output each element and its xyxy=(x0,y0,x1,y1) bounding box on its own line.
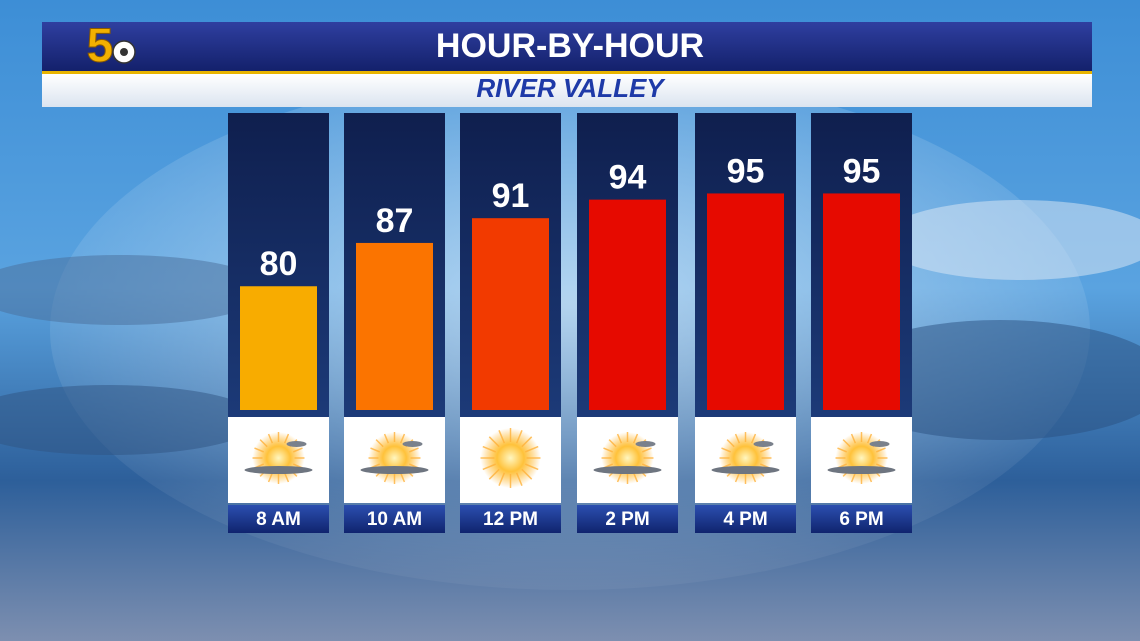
time-label-band xyxy=(228,505,329,533)
sun-ray xyxy=(750,472,757,483)
sun-ray xyxy=(734,472,741,483)
cloud-icon xyxy=(402,441,423,447)
sun-ray xyxy=(399,472,406,483)
bar xyxy=(707,193,784,410)
x-tick-label: 2 PM xyxy=(605,509,649,530)
logo: 5 xyxy=(87,20,114,73)
chart-title: HOUR-BY-HOUR xyxy=(436,27,704,65)
sun-ray xyxy=(408,447,419,453)
sun-ray xyxy=(616,433,623,444)
sun-ray xyxy=(498,472,506,487)
header-rule xyxy=(42,71,1092,74)
sun-ray xyxy=(515,429,523,444)
cloud-icon xyxy=(360,466,429,474)
sun-ray xyxy=(734,433,741,444)
cloud xyxy=(880,200,1140,280)
sun-ray xyxy=(603,447,614,453)
chart-subtitle: RIVER VALLEY xyxy=(476,73,666,103)
sun-ray xyxy=(482,445,497,453)
time-label-band xyxy=(344,505,445,533)
sun-ray xyxy=(370,447,381,453)
bar xyxy=(823,193,900,410)
sun-ray xyxy=(837,447,848,453)
sun-ray xyxy=(632,433,639,444)
sun-ray xyxy=(608,439,617,448)
cloud-icon xyxy=(753,441,774,447)
cloud-icon xyxy=(244,466,313,474)
time-label-band xyxy=(460,505,561,533)
sun-ray xyxy=(482,463,497,471)
time-label-band xyxy=(577,505,678,533)
cloud-icon xyxy=(827,466,896,474)
sun-ray xyxy=(721,447,732,453)
cloud-icon xyxy=(635,441,656,447)
bar xyxy=(240,286,317,410)
sun-ray xyxy=(866,472,873,483)
value-label: 87 xyxy=(376,202,414,240)
sun-ray xyxy=(498,429,506,444)
x-tick-label: 12 PM xyxy=(483,509,538,530)
time-label-band xyxy=(811,505,912,533)
cloud-icon xyxy=(593,466,662,474)
sun-ray xyxy=(521,468,533,480)
cloud xyxy=(0,255,270,325)
value-label: 94 xyxy=(609,159,647,197)
sun-ray xyxy=(641,447,652,453)
sun-ray xyxy=(267,433,274,444)
sun-ray xyxy=(254,447,265,453)
sun-ray xyxy=(726,439,735,448)
cloud-icon xyxy=(869,441,890,447)
value-label: 80 xyxy=(260,245,298,283)
sun-ray xyxy=(267,472,274,483)
sun-ray xyxy=(383,433,390,444)
x-tick-label: 6 PM xyxy=(839,509,883,530)
x-tick-label: 8 AM xyxy=(256,509,301,530)
sun-ray xyxy=(750,433,757,444)
sun-ray xyxy=(632,472,639,483)
sun-ray xyxy=(842,439,851,448)
sun-ray xyxy=(375,439,384,448)
sun-ray xyxy=(524,463,539,471)
header-bar xyxy=(42,22,1092,72)
bar xyxy=(589,199,666,410)
sun-ray xyxy=(283,433,290,444)
sun-ray xyxy=(875,447,886,453)
sun-ray xyxy=(488,468,500,480)
sun-ray xyxy=(399,433,406,444)
cloud-icon xyxy=(286,441,307,447)
value-label: 91 xyxy=(492,177,530,215)
sun-ray xyxy=(616,472,623,483)
time-label-band xyxy=(695,505,796,533)
bar xyxy=(356,242,433,410)
cloud xyxy=(0,385,260,455)
logo-pupil xyxy=(120,48,128,56)
cloud-icon xyxy=(711,466,780,474)
value-label: 95 xyxy=(727,152,765,190)
sun-ray xyxy=(866,433,873,444)
sun-ray xyxy=(759,447,770,453)
value-label: 95 xyxy=(843,152,881,190)
bar xyxy=(472,218,549,410)
sun-ray xyxy=(521,436,533,448)
sun-ray xyxy=(259,439,268,448)
columns: 8 AM 80 10 AM 87 12 PM 91 2 PM 94 4 PM 95 6 PM 95 xyxy=(228,113,912,533)
subtitle-strip xyxy=(42,74,1092,107)
sun-ray xyxy=(524,445,539,453)
x-tick-label: 10 AM xyxy=(367,509,422,530)
sun-ray xyxy=(383,472,390,483)
sun-ray xyxy=(292,447,303,453)
sun-ray xyxy=(283,472,290,483)
sun-ray xyxy=(850,433,857,444)
sun-ray xyxy=(515,472,523,487)
x-tick-label: 4 PM xyxy=(723,509,767,530)
sun-ray xyxy=(850,472,857,483)
sun-ray xyxy=(488,436,500,448)
